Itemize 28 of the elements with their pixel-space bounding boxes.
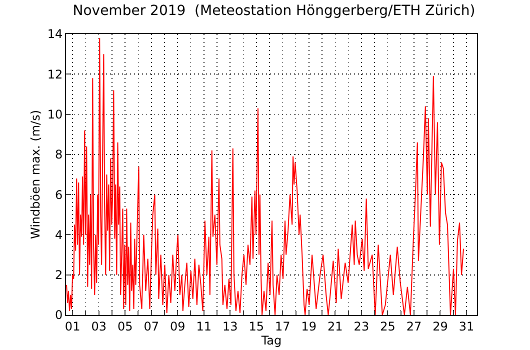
x-tick-label: 07	[144, 319, 159, 334]
x-tick-label: 23	[354, 319, 370, 334]
x-tick-label: 21	[328, 319, 343, 334]
chart-title: November 2019 (Meteostation Hönggerberg/ETH Zürich)	[72, 3, 476, 20]
line-series	[66, 38, 464, 315]
x-tick-label: 11	[196, 319, 212, 334]
y-tick-label: 2	[54, 268, 63, 282]
x-tick-label: 17	[275, 319, 290, 334]
x-tick-label: 13	[222, 319, 238, 334]
x-tick-label: 03	[91, 319, 106, 334]
y-tick-label: 14	[47, 27, 63, 42]
y-tick-label: 10	[47, 107, 63, 122]
x-tick-label: 15	[248, 319, 264, 334]
x-tick-label: 19	[301, 319, 317, 334]
x-tick-label: 29	[432, 319, 448, 334]
y-tick-label: 8	[54, 148, 63, 162]
y-tick-label: 0	[54, 308, 63, 322]
x-tick-label: 31	[458, 319, 474, 334]
x-axis-title: Tag	[260, 333, 282, 348]
y-tick-label: 12	[47, 67, 63, 82]
x-tick-label: 25	[380, 319, 396, 334]
x-tick-label: 05	[117, 319, 133, 334]
x-tick-label: 09	[170, 319, 186, 334]
y-tick-label: 4	[54, 228, 63, 242]
y-tick-label: 6	[54, 188, 63, 202]
x-tick-label: 27	[406, 319, 422, 334]
x-tick-label: 01	[64, 319, 80, 334]
y-axis-title: Windböen max. (m/s)	[28, 110, 43, 240]
